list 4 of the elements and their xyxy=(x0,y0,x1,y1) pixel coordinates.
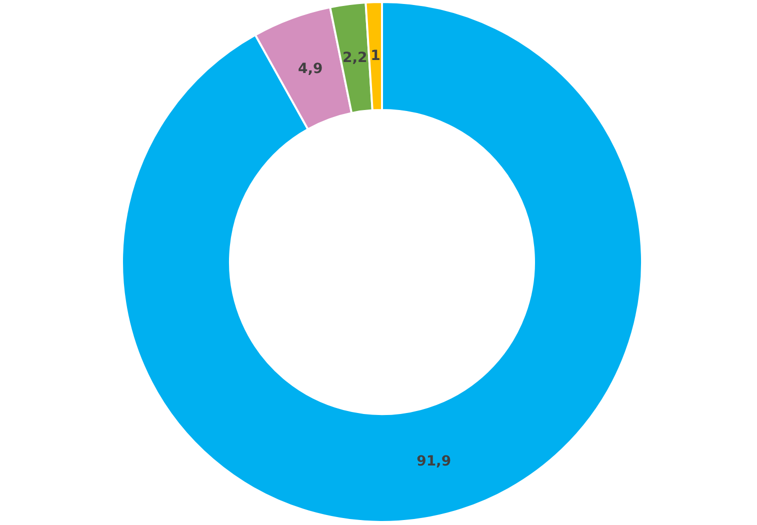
data-label: 4,9 xyxy=(298,60,323,77)
data-label: 2,2 xyxy=(342,50,368,66)
data-label: 91,9 xyxy=(416,453,452,470)
data-label: 1 xyxy=(370,48,380,64)
